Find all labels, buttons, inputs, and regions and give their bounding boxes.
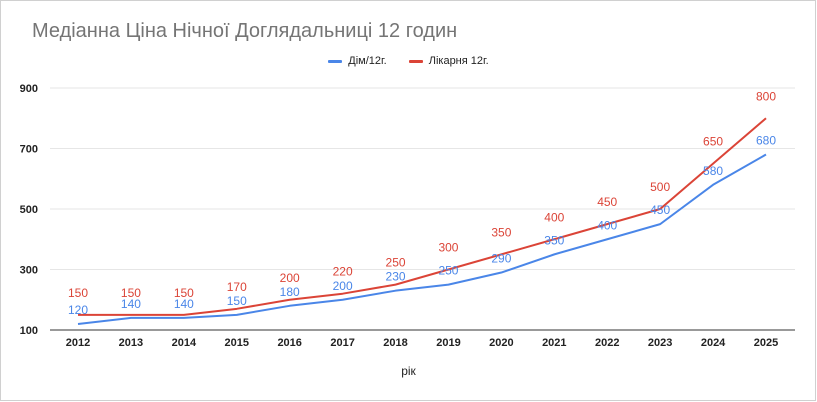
x-tick-label-2015: 2015	[225, 337, 249, 349]
series-line-1	[78, 117, 767, 316]
x-tick-label-2014: 2014	[172, 337, 197, 349]
data-label-s1-2016: 200	[280, 271, 300, 285]
data-label-s1-2017: 220	[333, 265, 353, 279]
data-label-s0-2013: 140	[121, 297, 141, 311]
data-label-s0-2015: 150	[227, 294, 247, 308]
x-tick-label-2024: 2024	[701, 337, 726, 349]
y-tick-label-500: 500	[20, 204, 38, 216]
data-label-s1-2019: 300	[438, 241, 458, 255]
y-tick-label-900: 900	[20, 83, 38, 95]
x-tick-label-2025: 2025	[754, 337, 778, 349]
legend-label-hospital: Лікарня 12г.	[428, 55, 489, 67]
legend-entry-hospital[interactable]: Лікарня 12г.	[408, 55, 489, 67]
legend-entry-home[interactable]: Дім/12г.	[328, 55, 387, 67]
data-label-s0-2018: 230	[386, 270, 406, 284]
legend-swatch-home	[328, 59, 343, 63]
chart-title: Медіанна Ціна Нічної Доглядальниці 12 го…	[32, 20, 458, 42]
data-label-s1-2020: 350	[491, 225, 511, 239]
grid-lines	[50, 87, 795, 331]
data-label-s1-2025: 800	[756, 89, 776, 103]
y-tick-label-700: 700	[20, 144, 38, 156]
x-tick-label-2012: 2012	[66, 337, 90, 349]
data-label-s0-2012: 120	[68, 303, 88, 317]
data-label-s0-2016: 180	[280, 285, 300, 299]
series-line-0	[77, 153, 767, 325]
legend-label-home: Дім/12г.	[348, 55, 387, 67]
series-lines	[77, 117, 767, 325]
x-tick-label-2018: 2018	[383, 337, 407, 349]
data-label-s1-2015: 170	[227, 280, 247, 294]
data-label-s1-2023: 500	[650, 180, 670, 194]
data-label-s0-2025: 680	[756, 134, 776, 148]
x-tick-label-2013: 2013	[119, 337, 143, 349]
y-tick-label-300: 300	[20, 265, 38, 277]
data-label-s1-2014: 150	[174, 286, 194, 300]
data-label-s0-2014: 140	[174, 297, 194, 311]
data-label-s1-2018: 250	[386, 256, 406, 270]
legend-swatch-hospital	[408, 59, 423, 63]
data-label-s1-2012: 150	[68, 286, 88, 300]
x-tick-label-2023: 2023	[648, 337, 672, 349]
x-tick-label-2019: 2019	[436, 337, 460, 349]
data-label-s0-2023: 450	[650, 203, 670, 217]
x-axis-title: рік	[401, 364, 416, 378]
x-tick-label-2020: 2020	[489, 337, 513, 349]
x-tick-label-2021: 2021	[542, 337, 566, 349]
data-label-s0-2017: 200	[333, 279, 353, 293]
data-label-s0-2019: 250	[438, 264, 458, 278]
data-label-s1-2021: 400	[544, 210, 564, 224]
data-label-s1-2024: 650	[703, 135, 723, 149]
data-label-s1-2022: 450	[597, 195, 617, 209]
data-label-s0-2021: 350	[544, 233, 564, 247]
data-label-s0-2020: 290	[491, 252, 511, 266]
x-tick-label-2016: 2016	[277, 337, 301, 349]
axis-labels: 100 300 500 700 900 2012 2013 2014 2015 2016 2017 2…	[20, 83, 779, 349]
legend: Дім/12г. Лікарня 12г.	[0, 55, 817, 67]
x-tick-label-2022: 2022	[595, 337, 619, 349]
y-tick-label-100: 100	[20, 325, 38, 337]
data-label-s0-2024: 580	[703, 164, 723, 178]
x-tick-label-2017: 2017	[330, 337, 354, 349]
data-label-s1-2013: 150	[121, 286, 141, 300]
data-label-s0-2022: 400	[597, 218, 617, 232]
